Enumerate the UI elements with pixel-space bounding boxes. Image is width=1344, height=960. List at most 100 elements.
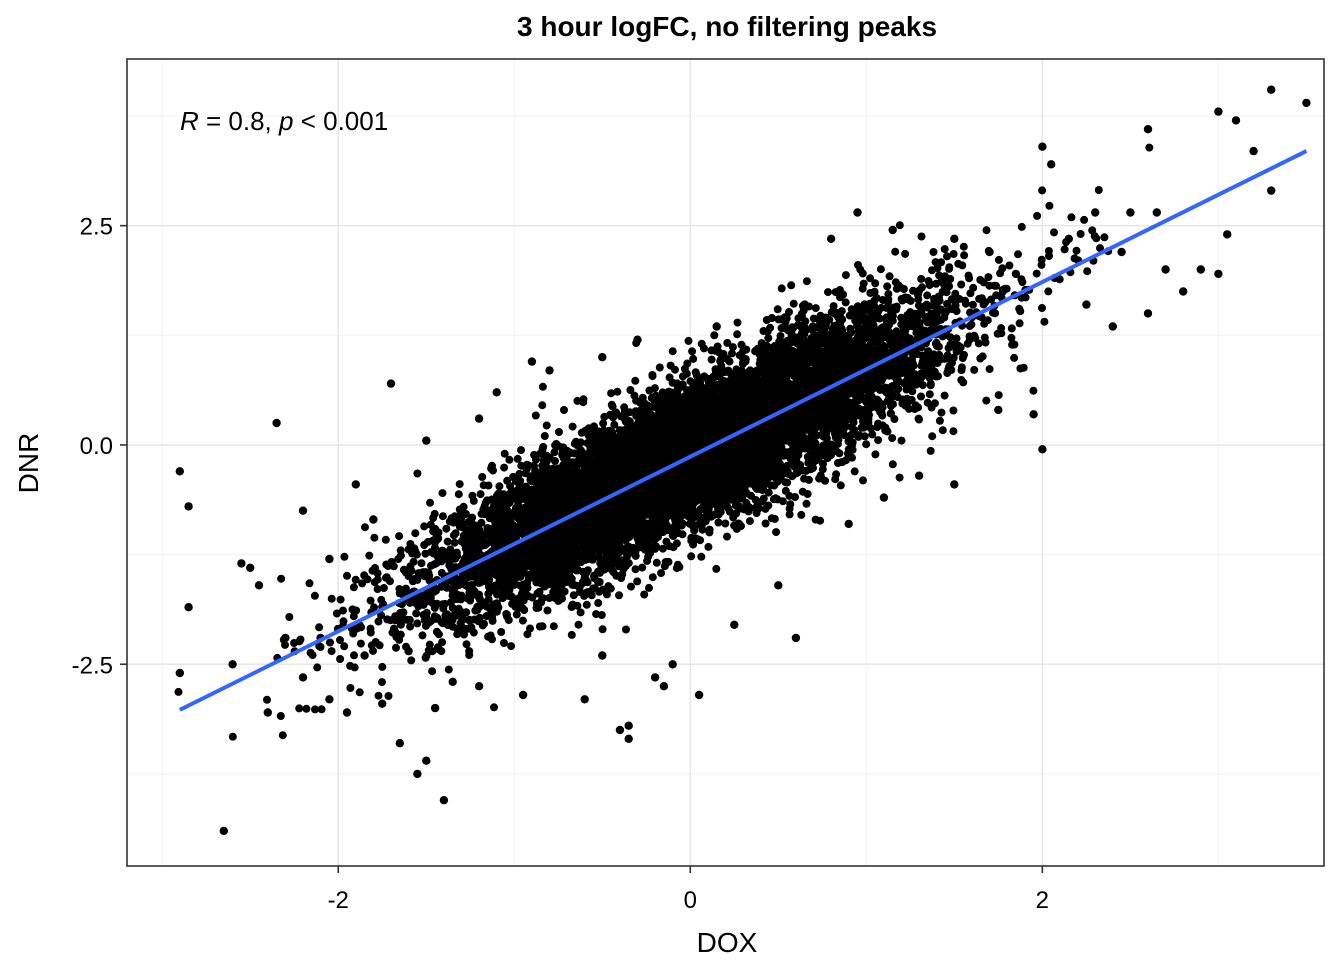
data-point <box>370 533 379 542</box>
data-point <box>476 490 485 499</box>
data-point <box>994 255 1003 264</box>
data-point <box>377 611 386 620</box>
data-point <box>952 334 961 343</box>
data-point <box>1145 143 1154 152</box>
data-point <box>723 338 732 347</box>
data-point <box>1038 304 1046 312</box>
data-point <box>462 640 471 649</box>
data-point <box>518 616 527 625</box>
data-point <box>794 333 803 342</box>
data-point <box>311 705 319 714</box>
data-point <box>350 663 359 672</box>
data-point <box>697 552 706 561</box>
data-point <box>1067 213 1076 222</box>
data-point <box>945 263 954 272</box>
data-point <box>296 635 305 644</box>
data-point <box>859 476 867 485</box>
data-point <box>980 319 989 328</box>
data-point <box>405 615 414 624</box>
data-point <box>866 424 875 433</box>
data-point <box>824 288 832 297</box>
data-point <box>374 691 383 700</box>
data-point <box>968 300 977 309</box>
data-point <box>406 622 415 631</box>
data-point <box>914 414 923 423</box>
data-point <box>937 258 946 267</box>
data-point <box>862 440 871 449</box>
data-point <box>728 343 737 352</box>
data-point <box>437 568 446 577</box>
data-point <box>355 688 364 697</box>
data-point <box>1100 233 1109 242</box>
data-point <box>778 497 787 506</box>
data-point <box>871 450 880 459</box>
data-point <box>1050 228 1058 237</box>
data-point <box>389 562 398 571</box>
data-point <box>845 408 854 417</box>
data-point <box>455 480 464 489</box>
data-point <box>771 494 780 503</box>
data-point <box>982 396 991 405</box>
data-point <box>707 346 716 355</box>
data-point <box>666 361 675 370</box>
data-point <box>277 574 286 583</box>
data-point <box>535 622 544 631</box>
data-point <box>411 529 420 538</box>
data-point <box>1018 278 1027 287</box>
data-point <box>421 653 430 662</box>
data-point <box>412 609 421 618</box>
data-point <box>733 318 742 327</box>
data-point <box>633 577 642 586</box>
data-point <box>366 596 375 605</box>
data-point <box>497 628 506 636</box>
data-point <box>923 291 932 300</box>
data-point <box>975 294 984 303</box>
data-points <box>174 143 1154 741</box>
data-point <box>970 331 979 340</box>
data-point <box>868 430 877 439</box>
data-point <box>704 542 713 551</box>
data-point <box>658 544 667 553</box>
data-point <box>420 522 429 531</box>
data-point <box>346 684 355 692</box>
data-point <box>700 372 709 381</box>
data-point <box>422 608 431 617</box>
data-point <box>384 692 393 700</box>
data-point <box>356 639 365 648</box>
data-point <box>392 643 400 652</box>
data-point <box>984 273 993 282</box>
data-point <box>959 242 968 251</box>
data-point <box>829 302 838 311</box>
data-point <box>568 422 577 431</box>
data-point <box>602 590 611 599</box>
data-point <box>469 628 478 637</box>
data-point <box>928 432 937 441</box>
data-point <box>892 305 901 314</box>
data-point <box>366 628 375 637</box>
data-point <box>657 569 666 578</box>
data-point <box>369 646 377 655</box>
data-point <box>876 265 885 274</box>
data-point <box>545 594 554 602</box>
data-point <box>576 608 585 617</box>
data-point <box>302 704 311 713</box>
data-point <box>526 624 534 633</box>
data-point <box>964 271 973 280</box>
data-point <box>378 678 386 687</box>
data-point <box>925 390 934 399</box>
data-point <box>411 574 420 583</box>
data-point <box>811 304 820 313</box>
data-point <box>940 245 949 254</box>
data-point <box>929 248 938 256</box>
data-point <box>374 617 383 626</box>
data-point <box>305 579 314 588</box>
data-point <box>429 514 438 522</box>
data-point <box>540 432 549 440</box>
data-point <box>443 537 452 546</box>
data-point <box>500 463 509 472</box>
data-point <box>315 623 324 632</box>
data-point <box>336 655 345 663</box>
data-point <box>957 280 966 289</box>
data-point <box>495 482 504 491</box>
